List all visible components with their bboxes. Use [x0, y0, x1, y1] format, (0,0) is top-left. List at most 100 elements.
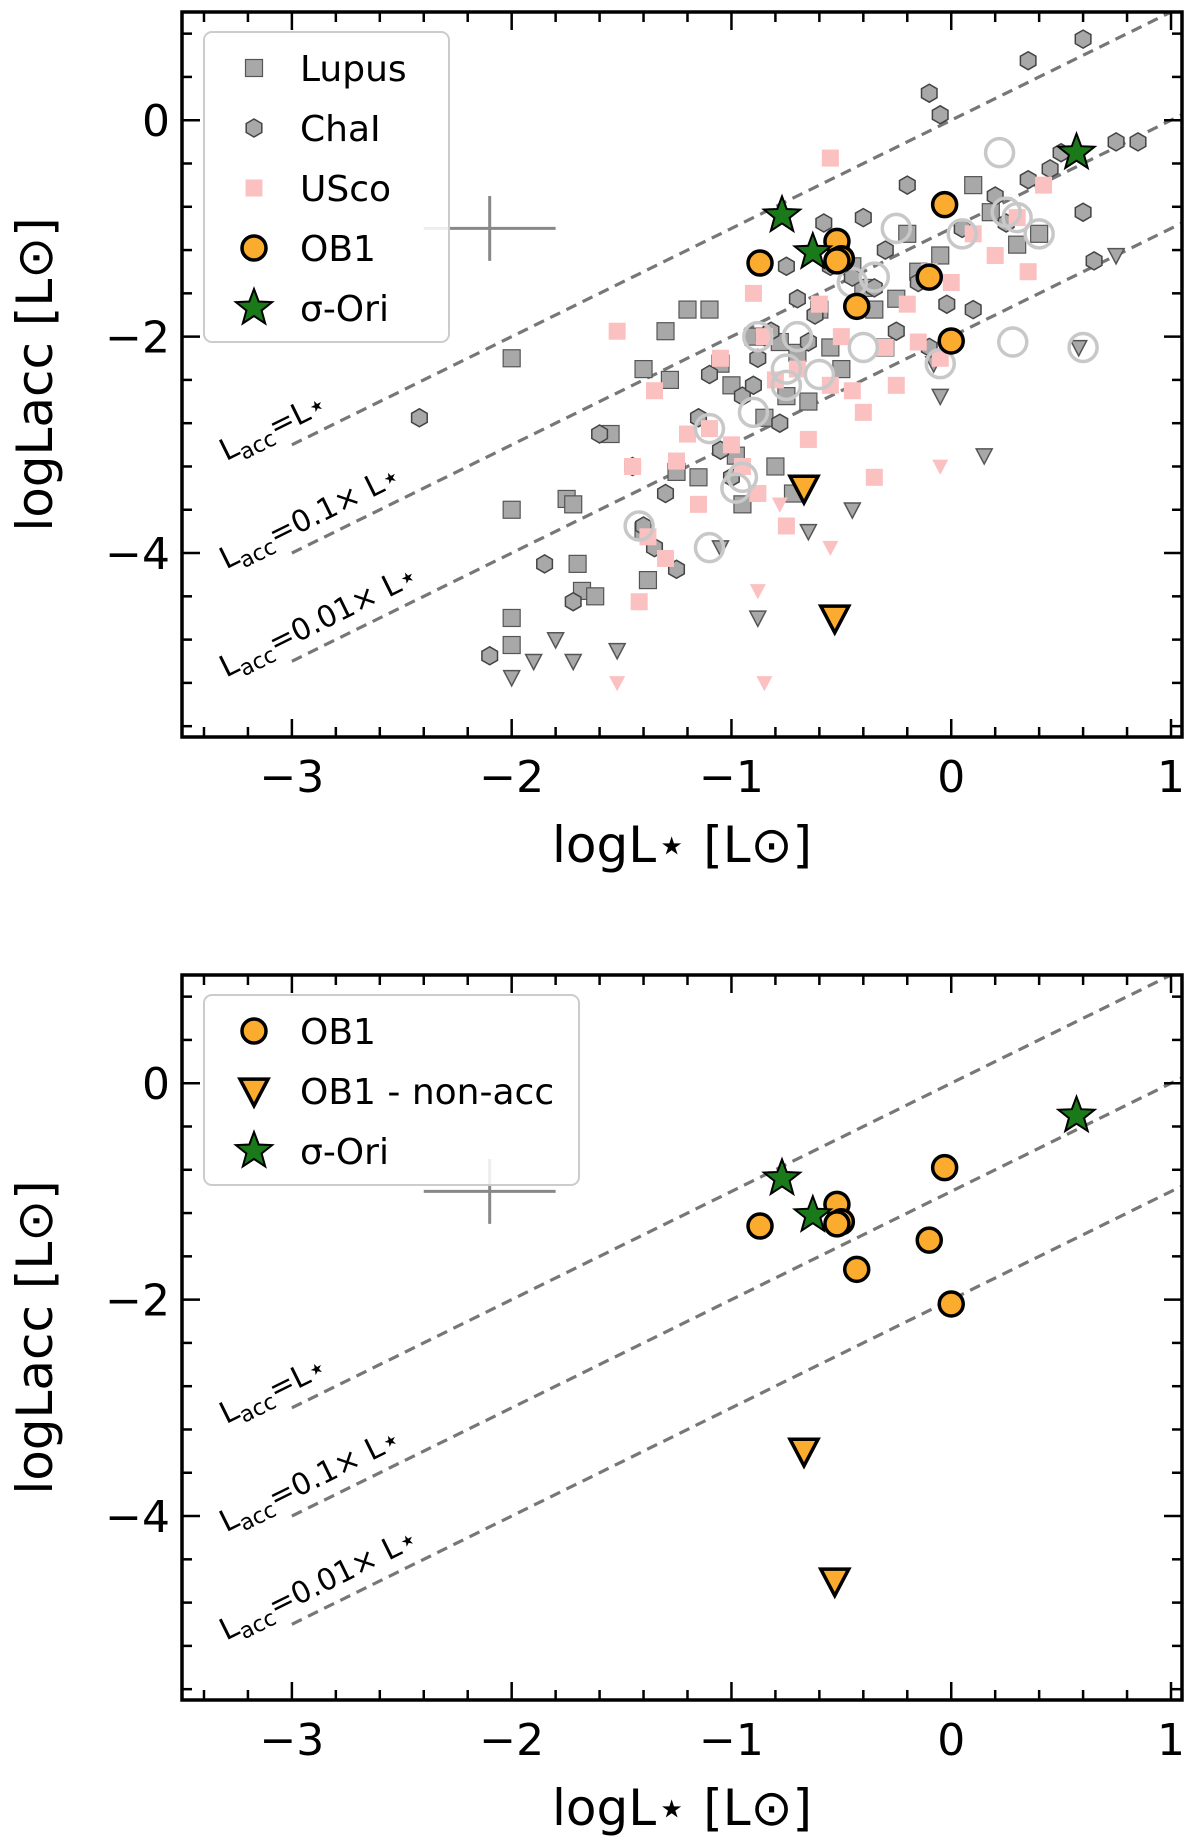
- data-point: [749, 348, 767, 369]
- data-point: [678, 300, 697, 319]
- series-chai: [410, 29, 1147, 666]
- y-tick-label: −4: [105, 1492, 170, 1543]
- y-axis-title: logLacc [L⊙]: [6, 217, 64, 531]
- data-point: [733, 495, 752, 514]
- data-point: [854, 207, 872, 228]
- legend-label: σ-Ori: [300, 1132, 389, 1173]
- data-point: [909, 333, 927, 351]
- data-point: [787, 474, 821, 507]
- data-point: [842, 292, 871, 321]
- data-point: [1069, 339, 1088, 358]
- data-point: [931, 246, 950, 265]
- legend-marker: [240, 234, 268, 262]
- data-point: [1030, 224, 1049, 243]
- data-point: [974, 448, 994, 466]
- y-tick-label: −4: [105, 529, 170, 580]
- data-point: [586, 587, 605, 606]
- data-point: [898, 295, 916, 313]
- reference-line-label-2: Lacc=0.1× L⋆: [214, 1421, 409, 1544]
- data-point: [964, 299, 982, 320]
- data-point: [843, 502, 862, 520]
- data-point: [787, 1437, 821, 1470]
- data-point: [770, 369, 803, 402]
- legend-box: [203, 31, 450, 343]
- data-point: [630, 593, 648, 611]
- data-point: [744, 375, 762, 396]
- x-tick-label: −2: [479, 752, 544, 803]
- data-point: [623, 510, 655, 542]
- data-point: [932, 459, 949, 475]
- data-point: [843, 382, 861, 400]
- series-ob1: [746, 190, 965, 355]
- data-point: [756, 676, 773, 692]
- data-point: [832, 359, 851, 379]
- data-point: [946, 218, 978, 250]
- chart-panel-2: Lacc=L⋆Lacc=0.1× L⋆Lacc=0.01× L⋆ −3 −2 −1 0 1…: [6, 973, 1185, 1837]
- data-point: [536, 554, 554, 574]
- legend-label: Lupus: [300, 49, 407, 90]
- data-point: [823, 1210, 851, 1238]
- data-point: [502, 500, 521, 519]
- data-point: [746, 1212, 774, 1240]
- data-point: [1001, 201, 1033, 234]
- data-point: [749, 485, 767, 503]
- x-tick-label: 0: [937, 752, 965, 803]
- series-ob1-non-acc: [787, 1437, 852, 1600]
- data-point: [858, 261, 891, 293]
- series-group-7: [787, 474, 852, 637]
- plot-area: [291, 975, 1182, 1626]
- data-point: [930, 388, 950, 407]
- data-point: [803, 358, 836, 391]
- x-tick-label: 0: [937, 1715, 965, 1766]
- data-point: [942, 274, 960, 292]
- x-tick-label: −2: [479, 1715, 544, 1766]
- legend-label: USco: [300, 169, 391, 210]
- legend-marker: [240, 1017, 268, 1045]
- data-point: [481, 645, 499, 666]
- data-point: [646, 382, 664, 400]
- legend-label: OB1: [300, 1012, 376, 1053]
- data-point: [930, 190, 959, 219]
- data-point: [742, 320, 774, 353]
- data-point: [931, 349, 949, 367]
- data-point: [777, 517, 795, 535]
- data-point: [821, 149, 839, 167]
- series-usco: [608, 149, 1053, 611]
- data-point: [564, 495, 583, 514]
- data-point: [791, 1193, 834, 1233]
- data-point: [656, 322, 675, 341]
- legend-marker: [233, 1129, 275, 1169]
- data-point: [668, 452, 686, 470]
- y-tick-label: 0: [142, 96, 170, 147]
- data-point: [799, 430, 817, 448]
- data-point: [842, 1255, 871, 1284]
- y-axis-title: logLacc [L⊙]: [6, 1180, 64, 1494]
- data-point: [880, 212, 913, 245]
- reference-line-1: [291, 12, 1175, 447]
- x-tick-label: 1: [1157, 752, 1185, 803]
- reference-line-2: [291, 1076, 1182, 1518]
- data-point: [822, 540, 839, 557]
- reference-line-label-1: Lacc=L⋆: [214, 386, 335, 473]
- data-point: [689, 468, 708, 487]
- legend: OB1 OB1 - non-acc σ-Ori: [203, 994, 580, 1186]
- reference-line-3: [291, 221, 1182, 663]
- axes-frame: [180, 10, 1184, 739]
- data-point: [986, 246, 1004, 264]
- y-tick-label: −2: [105, 1276, 170, 1327]
- data-point: [722, 376, 741, 395]
- x-tick-label: −1: [699, 752, 764, 803]
- data-point: [761, 193, 803, 234]
- data-point: [931, 104, 949, 125]
- data-point: [915, 263, 944, 291]
- data-point: [781, 320, 814, 353]
- data-point: [693, 531, 726, 564]
- data-point: [726, 461, 759, 494]
- data-point: [524, 653, 543, 672]
- data-point: [832, 328, 850, 346]
- series--ori: [761, 130, 1098, 270]
- data-point: [1129, 132, 1147, 152]
- data-point: [737, 396, 770, 429]
- data-point: [1055, 1093, 1098, 1134]
- y-tick-label: −2: [105, 313, 170, 364]
